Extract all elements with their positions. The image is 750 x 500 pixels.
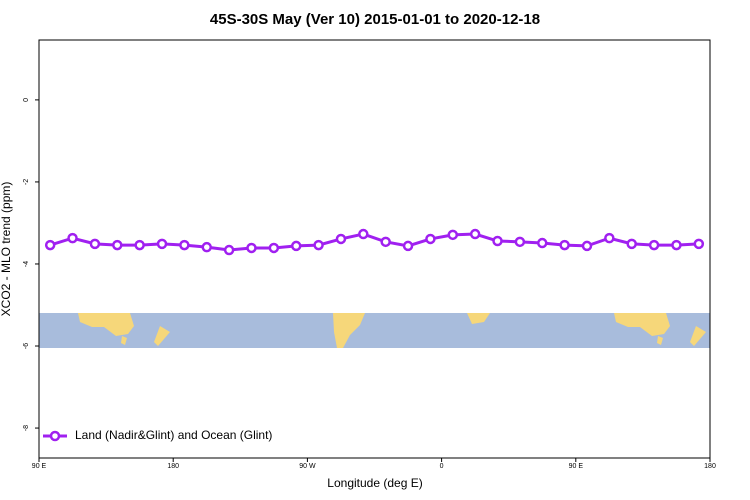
- x-tick-label: 180: [167, 463, 179, 470]
- point: [134, 239, 145, 251]
- x-axis-label: Longitude (deg E): [327, 476, 422, 490]
- point: [537, 237, 548, 249]
- point: [581, 240, 593, 252]
- point: [671, 239, 682, 251]
- x-tick-label: 180: [704, 463, 716, 470]
- y-axis-label: XCO2 - MLO trend (ppm): [0, 182, 13, 317]
- ocean-band: [39, 313, 710, 348]
- map-strip: [39, 313, 710, 348]
- point: [604, 232, 615, 244]
- point: [514, 236, 526, 248]
- point: [67, 232, 78, 244]
- point: [89, 238, 101, 250]
- point: [358, 228, 369, 240]
- x-tick-label: 90 E: [32, 463, 47, 470]
- land: [657, 336, 663, 345]
- y-tick-label: -4: [23, 261, 30, 267]
- point: [201, 241, 212, 253]
- point: [447, 229, 459, 241]
- land: [154, 326, 170, 346]
- point: [313, 239, 324, 251]
- chart-title: 45S-30S May (Ver 10) 2015-01-01 to 2020-…: [210, 11, 540, 28]
- point: [112, 239, 123, 251]
- point: [402, 240, 414, 252]
- legend-marker: [49, 430, 61, 442]
- point: [693, 238, 705, 250]
- x-tick-label: 90 W: [299, 463, 316, 470]
- point: [223, 244, 235, 256]
- point: [246, 242, 257, 254]
- point: [290, 240, 302, 252]
- plot-frame: [38, 39, 711, 459]
- x-tick-label: 0: [440, 463, 444, 470]
- point: [425, 233, 436, 245]
- land: [121, 336, 127, 345]
- point: [156, 238, 168, 250]
- land: [467, 313, 490, 324]
- y-tick-label: 0: [23, 98, 30, 102]
- y-tick-label: -6: [23, 343, 30, 349]
- y-tick-label: -2: [23, 179, 30, 185]
- legend-label: Land (Nadir&Glint) and Ocean (Glint): [75, 428, 272, 442]
- point: [469, 228, 481, 240]
- point: [559, 239, 570, 251]
- point: [492, 235, 503, 247]
- point: [335, 233, 347, 245]
- point: [179, 239, 190, 251]
- x-tick-label: 90 E: [569, 463, 584, 470]
- land: [333, 313, 365, 348]
- land: [614, 313, 670, 336]
- y-tick-label: -8: [23, 425, 30, 431]
- series-line: [49, 232, 699, 252]
- point: [380, 236, 391, 248]
- land: [78, 313, 134, 336]
- point: [268, 242, 280, 254]
- point: [44, 239, 56, 251]
- point: [626, 238, 637, 250]
- point: [648, 239, 660, 251]
- land: [690, 326, 706, 346]
